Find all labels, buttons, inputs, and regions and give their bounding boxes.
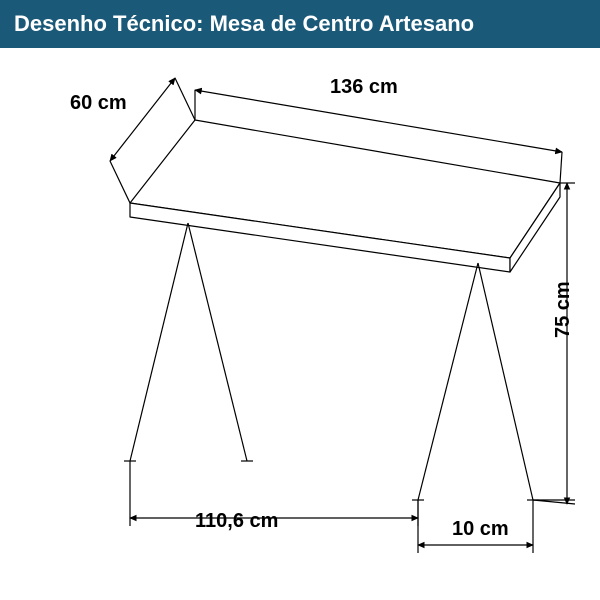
dim-length-label: 136 cm xyxy=(330,76,398,99)
dim-foot-offset-label: 10 cm xyxy=(452,518,509,541)
header-bar: Desenho Técnico: Mesa de Centro Artesano xyxy=(0,0,600,48)
header-title: Desenho Técnico: Mesa de Centro Artesano xyxy=(14,11,474,37)
dim-depth-label: 60 cm xyxy=(70,92,127,115)
dim-height-label: 75 cm xyxy=(552,281,575,338)
technical-drawing: 60 cm 136 cm 75 cm 110,6 cm 10 cm xyxy=(0,48,600,600)
dim-leg-span-label: 110,6 cm xyxy=(195,510,278,533)
